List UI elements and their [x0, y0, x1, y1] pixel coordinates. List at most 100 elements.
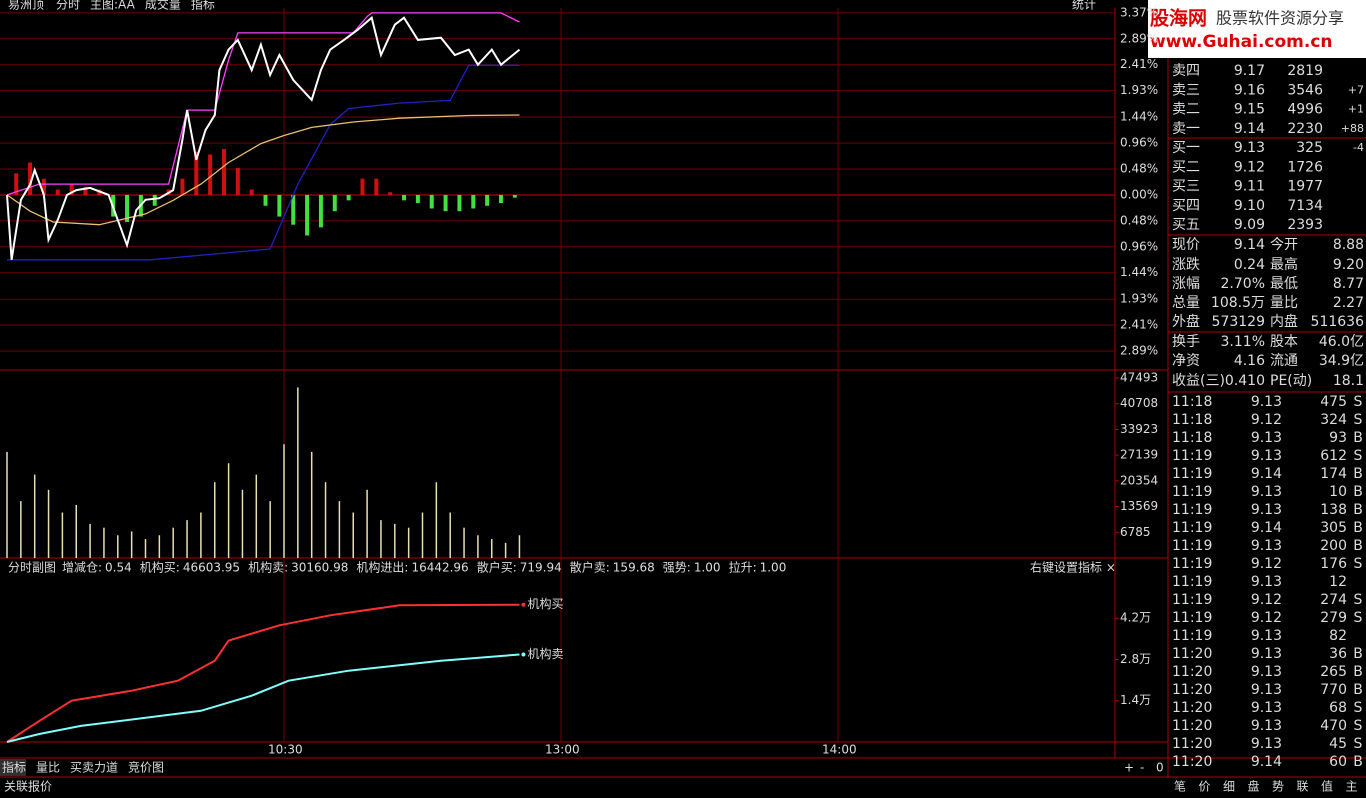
trade-side: B — [1353, 466, 1363, 482]
macd-bar — [221, 149, 226, 195]
trade-volume: 470 — [1320, 718, 1347, 734]
pane-borders — [0, 0, 1366, 778]
trade-price: 9.12 — [1251, 610, 1282, 626]
trade-time: 11:19 — [1172, 484, 1212, 500]
trade-volume: 200 — [1320, 538, 1347, 554]
indicator-value: 1.00 — [760, 561, 787, 575]
trade-price: 9.13 — [1251, 736, 1282, 752]
macd-bar — [180, 178, 185, 195]
book-label: 买二 — [1172, 159, 1200, 175]
trade-time: 11:18 — [1172, 412, 1212, 428]
macd-bar — [498, 194, 503, 204]
trade-time: 11:20 — [1172, 700, 1212, 716]
trade-volume: 68 — [1329, 700, 1347, 716]
stat-value: 2.27 — [1333, 295, 1364, 311]
bottom-tab[interactable]: 竞价图 — [128, 761, 164, 775]
trade-side: S — [1354, 592, 1363, 608]
stat-value: 573129 — [1212, 314, 1265, 330]
indicator-value: 1.00 — [694, 561, 721, 575]
series-line — [6, 653, 520, 743]
stat-label: 最低 — [1270, 276, 1298, 292]
watermark-slogan: 股票软件资源分享 — [1216, 9, 1344, 28]
book-label: 卖一 — [1172, 121, 1200, 137]
series-end-dot — [521, 652, 526, 657]
trade-volume: 45 — [1329, 736, 1347, 752]
trade-time: 11:19 — [1172, 592, 1212, 608]
bottom-tab[interactable]: 指标 — [2, 760, 26, 775]
x-tick-label: 13:00 — [545, 743, 580, 757]
y-tick-label: 1.4万 — [1120, 693, 1151, 707]
book-volume: 2230 — [1287, 121, 1323, 137]
y-tick-label: 0.00% — [1120, 187, 1158, 201]
series-line — [6, 15, 521, 260]
macd-bar — [152, 194, 157, 206]
trade-side: S — [1354, 700, 1363, 716]
book-volume: 1726 — [1287, 159, 1323, 175]
trade-side: B — [1353, 430, 1363, 446]
indicator-label: 增减仓: — [62, 561, 102, 575]
watermark-url: www.Guhai.com.cn — [1150, 32, 1333, 52]
y-tick-label: 33923 — [1120, 422, 1158, 436]
trade-time: 11:19 — [1172, 574, 1212, 590]
trade-volume: 36 — [1329, 646, 1347, 662]
book-volume: 4996 — [1287, 102, 1323, 118]
book-change: +7 — [1348, 83, 1364, 96]
macd-bar — [291, 194, 296, 225]
stat-button[interactable]: 统计 — [1072, 0, 1096, 12]
zoom-button[interactable]: 0 — [1156, 761, 1164, 775]
trade-time: 11:20 — [1172, 664, 1212, 680]
trade-volume: 274 — [1320, 592, 1347, 608]
footer-label[interactable]: 关联报价 — [4, 779, 52, 794]
trade-side: B — [1353, 502, 1363, 518]
zoom-button[interactable]: - — [1140, 761, 1144, 775]
macd-bar — [263, 194, 268, 206]
indicator-setting[interactable]: 右键设置指标 × — [1030, 560, 1116, 575]
trade-side: S — [1354, 556, 1363, 572]
bottom-tab[interactable]: 量比 — [36, 761, 60, 775]
panel-tab[interactable]: 盘 — [1248, 779, 1260, 794]
stat-label: 换手 — [1172, 333, 1200, 350]
panel-tab[interactable]: 主 — [1346, 780, 1358, 794]
y-tick-label: 3.37% — [1120, 5, 1158, 19]
book-label: 买一 — [1172, 140, 1200, 156]
trade-volume: 82 — [1329, 628, 1347, 644]
stat-label: 今开 — [1270, 237, 1298, 253]
trade-price: 9.13 — [1251, 664, 1282, 680]
panel-tab[interactable]: 价 — [1199, 780, 1211, 794]
book-label: 买三 — [1172, 179, 1200, 195]
stat-value: 511636 — [1311, 314, 1365, 330]
panel-tab[interactable]: 笔 — [1174, 779, 1186, 794]
y-tick-label: 13569 — [1120, 499, 1158, 513]
stock-name: 易洲顶 — [8, 0, 44, 12]
book-price: 9.14 — [1234, 121, 1265, 137]
book-price: 9.15 — [1234, 102, 1265, 118]
indicator-title: 分时副图 — [8, 561, 56, 575]
trade-side: S — [1354, 394, 1363, 410]
panel-tab[interactable]: 值 — [1321, 779, 1333, 794]
header-tab[interactable]: 分时 — [56, 0, 80, 12]
trade-price: 9.13 — [1251, 628, 1282, 644]
series-line — [6, 114, 520, 226]
bottom-tab[interactable]: 买卖力道 — [70, 761, 118, 775]
panel-tab[interactable]: 联 — [1297, 780, 1309, 794]
trade-time: 11:19 — [1172, 502, 1212, 518]
panel-tab[interactable]: 细 — [1223, 780, 1235, 794]
stat-value: 46.0亿 — [1319, 334, 1364, 350]
header-tab[interactable]: 成交量 — [145, 0, 181, 12]
macd-bar — [55, 189, 60, 195]
trade-time: 11:19 — [1172, 538, 1212, 554]
trade-time: 11:19 — [1172, 448, 1212, 464]
header-tab[interactable]: 指标 — [191, 0, 215, 12]
header-tab[interactable]: 主图:AA — [90, 0, 136, 12]
y-tick-label: 2.41% — [1120, 57, 1158, 71]
trade-volume: 305 — [1320, 520, 1347, 536]
macd-bar — [28, 162, 33, 195]
stat-label: 量比 — [1270, 295, 1298, 311]
book-volume: 2393 — [1287, 217, 1323, 233]
stat-value: 3.11% — [1221, 334, 1265, 350]
macd-bar — [277, 194, 282, 217]
zoom-button[interactable]: + — [1124, 761, 1134, 775]
trade-price: 9.13 — [1251, 484, 1282, 500]
panel-tab[interactable]: 势 — [1272, 780, 1284, 794]
stat-value: 8.88 — [1333, 237, 1364, 253]
